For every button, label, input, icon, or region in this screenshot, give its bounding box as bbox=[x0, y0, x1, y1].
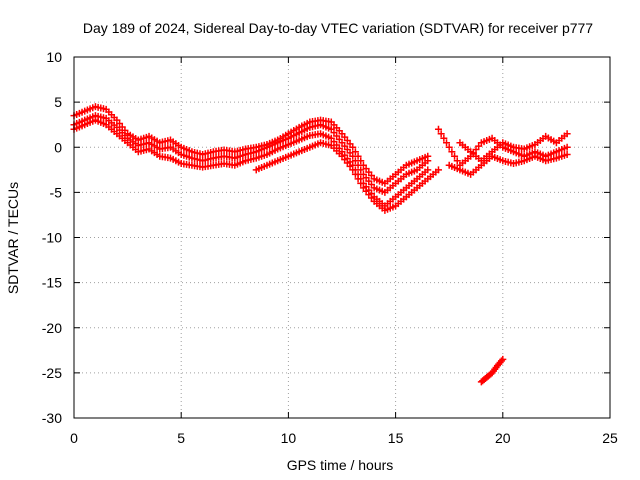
x-tick-label: 20 bbox=[495, 430, 511, 446]
series-track-7 bbox=[456, 130, 571, 165]
data-point bbox=[357, 179, 365, 187]
x-tick-label: 25 bbox=[602, 430, 618, 446]
data-point bbox=[424, 166, 432, 174]
y-tick-label: -10 bbox=[42, 230, 62, 246]
data-point bbox=[354, 175, 362, 183]
x-tick-labels: 0 5 10 15 20 25 bbox=[70, 430, 618, 446]
data-point bbox=[563, 143, 571, 151]
chart-title: Day 189 of 2024, Sidereal Day-to-day VTE… bbox=[83, 20, 593, 36]
data-point bbox=[351, 148, 359, 156]
series-track-4 bbox=[252, 139, 442, 214]
axis-ticks bbox=[73, 56, 611, 419]
series-track-8 bbox=[477, 355, 507, 386]
y-tick-label: -5 bbox=[50, 184, 63, 200]
x-tick-label: 10 bbox=[281, 430, 297, 446]
data-point bbox=[434, 125, 442, 133]
data-point bbox=[349, 152, 357, 160]
data-point bbox=[448, 148, 456, 156]
data-points bbox=[70, 103, 571, 386]
data-point bbox=[563, 150, 571, 158]
x-tick-label: 15 bbox=[388, 430, 404, 446]
y-tick-labels: -30 -25 -20 -15 -10 -5 0 5 10 bbox=[42, 49, 62, 426]
y-tick-label: 5 bbox=[54, 94, 62, 110]
series-track-1 bbox=[70, 103, 432, 187]
y-axis-label: SDTVAR / TECUs bbox=[5, 182, 21, 294]
data-point bbox=[351, 170, 359, 178]
y-tick-label: -15 bbox=[42, 275, 62, 291]
series-track-6 bbox=[445, 150, 571, 178]
data-point bbox=[440, 134, 448, 142]
data-point bbox=[499, 355, 507, 363]
data-point bbox=[349, 143, 357, 151]
x-tick-label: 5 bbox=[177, 430, 185, 446]
data-point bbox=[351, 157, 359, 165]
y-tick-label: -20 bbox=[42, 320, 62, 336]
y-tick-label: 10 bbox=[46, 49, 62, 65]
data-point bbox=[437, 130, 445, 138]
grid-lines bbox=[74, 57, 610, 418]
data-point bbox=[443, 139, 451, 147]
data-point bbox=[451, 152, 459, 160]
data-point bbox=[453, 157, 461, 165]
data-point bbox=[434, 166, 442, 174]
data-point bbox=[563, 130, 571, 138]
data-point bbox=[445, 143, 453, 151]
data-point bbox=[424, 157, 432, 165]
y-tick-label: -30 bbox=[42, 410, 62, 426]
data-point bbox=[497, 357, 505, 365]
data-point bbox=[349, 166, 357, 174]
x-axis-label: GPS time / hours bbox=[287, 457, 394, 473]
x-tick-label: 0 bbox=[70, 430, 78, 446]
y-tick-label: 0 bbox=[54, 139, 62, 155]
y-tick-label: -25 bbox=[42, 365, 62, 381]
